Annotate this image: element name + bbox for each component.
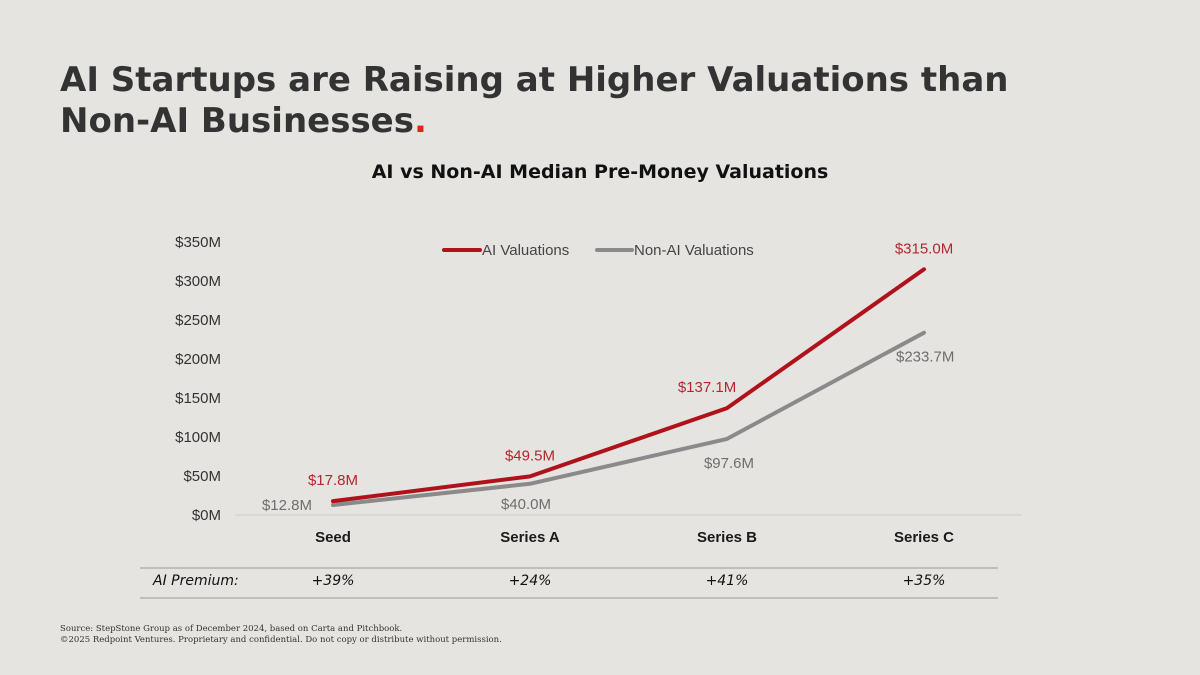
x-tick-label: Series A — [500, 529, 560, 546]
y-tick-label: $200M — [175, 351, 221, 368]
chart-title: AI vs Non-AI Median Pre-Money Valuations — [371, 161, 829, 183]
premium-value: +41% — [706, 573, 749, 589]
y-tick-label: $250M — [175, 312, 221, 329]
premium-value: +35% — [903, 573, 946, 589]
y-tick-label: $0M — [192, 507, 221, 524]
slide-title: AI Startups are Raising at Higher Valuat… — [60, 60, 1060, 142]
premium-value: +39% — [312, 573, 355, 589]
legend-ai-label: AI Valuations — [482, 242, 569, 259]
footer-copyright: ©2025 Redpoint Ventures. Proprietary and… — [60, 635, 502, 645]
ai-valuations-line — [331, 267, 926, 504]
x-tick-label: Series C — [894, 529, 954, 546]
non-ai-data-label: $40.0M — [501, 496, 551, 513]
ai-data-label: $17.8M — [308, 472, 358, 489]
non-ai-valuations-line — [331, 330, 926, 507]
footer-source: Source: StepStone Group as of December 2… — [60, 624, 403, 634]
ai-data-label: $137.1M — [678, 379, 736, 396]
y-tick-label: $300M — [175, 273, 221, 290]
x-tick-label: Seed — [315, 529, 351, 546]
y-tick-label: $50M — [183, 468, 221, 485]
x-tick-label: Series B — [697, 529, 757, 546]
y-tick-label: $150M — [175, 390, 221, 407]
y-tick-label: $350M — [175, 234, 221, 251]
ai-data-label: $49.5M — [505, 447, 555, 464]
premium-value: +24% — [509, 573, 552, 589]
slide-title-text: AI Startups are Raising at Higher Valuat… — [60, 60, 1009, 141]
non-ai-data-label: $97.6M — [704, 455, 754, 472]
non-ai-data-label: $233.7M — [896, 349, 954, 366]
legend-non-ai-label: Non-AI Valuations — [634, 242, 754, 259]
premium-label: AI Premium: — [152, 573, 239, 589]
ai-data-label: $315.0M — [895, 240, 953, 257]
footer: Source: StepStone Group as of December 2… — [60, 624, 502, 646]
y-tick-label: $100M — [175, 429, 221, 446]
title-accent-dot: . — [413, 101, 427, 141]
non-ai-data-label: $12.8M — [262, 497, 312, 514]
